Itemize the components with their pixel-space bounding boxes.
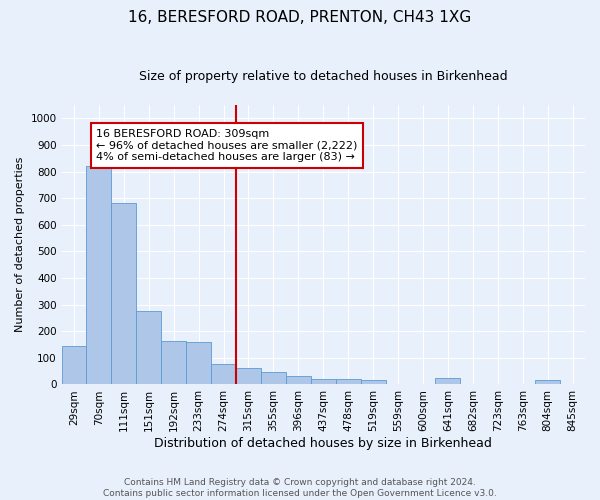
Text: 16, BERESFORD ROAD, PRENTON, CH43 1XG: 16, BERESFORD ROAD, PRENTON, CH43 1XG (128, 10, 472, 25)
X-axis label: Distribution of detached houses by size in Birkenhead: Distribution of detached houses by size … (154, 437, 492, 450)
Bar (161, 340, 186, 384)
Bar (261, 372, 286, 384)
Bar (311, 379, 336, 384)
Bar (62, 346, 86, 385)
Bar (436, 378, 460, 384)
Bar (361, 380, 386, 384)
Y-axis label: Number of detached properties: Number of detached properties (15, 157, 25, 332)
Bar (186, 342, 211, 384)
Bar (236, 368, 261, 384)
Text: Contains HM Land Registry data © Crown copyright and database right 2024.
Contai: Contains HM Land Registry data © Crown c… (103, 478, 497, 498)
Bar (211, 364, 236, 384)
Title: Size of property relative to detached houses in Birkenhead: Size of property relative to detached ho… (139, 70, 508, 83)
Bar (136, 312, 161, 384)
Bar (112, 204, 136, 384)
Bar (286, 376, 311, 384)
Bar (86, 166, 112, 384)
Bar (336, 379, 361, 384)
Bar (535, 380, 560, 384)
Text: 16 BERESFORD ROAD: 309sqm
← 96% of detached houses are smaller (2,222)
4% of sem: 16 BERESFORD ROAD: 309sqm ← 96% of detac… (97, 129, 358, 162)
